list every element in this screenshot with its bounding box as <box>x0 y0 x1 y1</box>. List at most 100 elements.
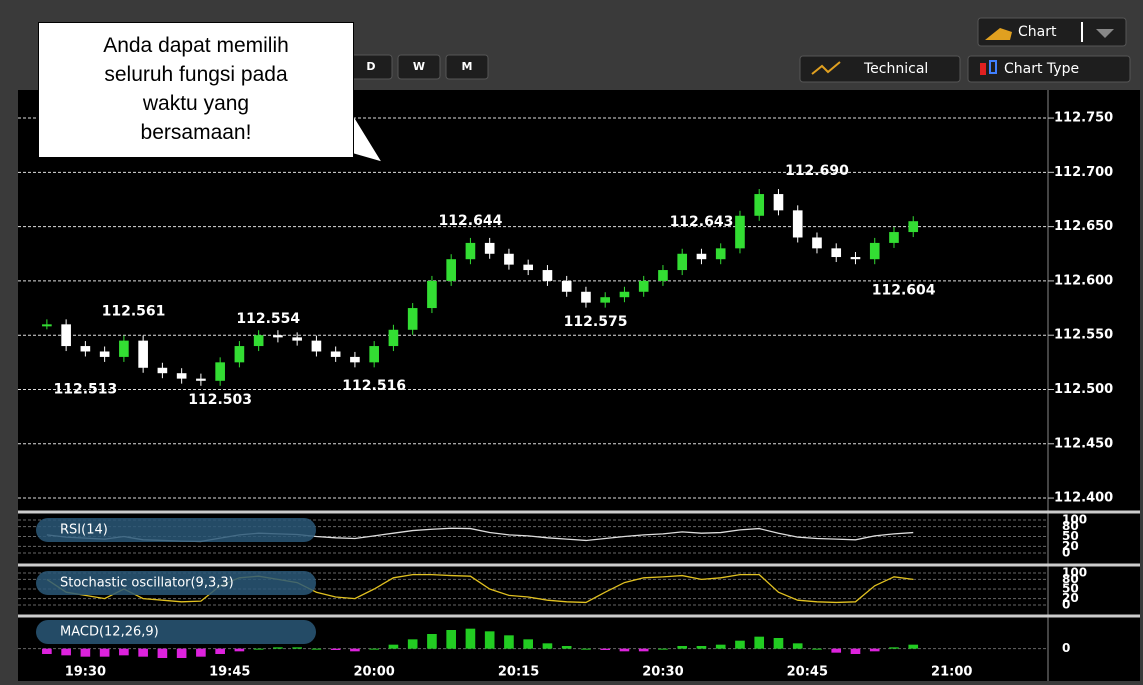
macd-bar <box>561 646 572 649</box>
y-tick-label: 20 <box>1062 591 1079 605</box>
indicator-badge <box>36 571 316 595</box>
candle <box>677 253 688 271</box>
candle <box>581 291 591 303</box>
price-annotation: 112.643 <box>670 214 734 230</box>
technical-label: Technical <box>863 61 928 77</box>
candle <box>119 340 129 357</box>
candle <box>369 346 379 363</box>
candle <box>311 340 322 352</box>
callout-line: waktu yang <box>142 92 250 115</box>
macd-bar <box>581 648 591 650</box>
macd-bar <box>792 643 803 649</box>
candle <box>658 270 668 281</box>
y-tick-label: 112.750 <box>1054 111 1113 126</box>
macd-bar <box>658 648 668 650</box>
macd-bar <box>253 648 264 650</box>
macd-bar <box>196 648 206 657</box>
candle <box>61 324 71 347</box>
period-buttons: D W M <box>349 54 489 80</box>
macd-bar <box>427 634 437 649</box>
callout-line: seluruh fungsi pada <box>104 63 288 86</box>
candle <box>446 259 456 281</box>
macd-bar <box>42 648 52 654</box>
candle <box>735 215 745 249</box>
candle <box>792 210 803 238</box>
candle <box>523 264 533 271</box>
candle <box>869 242 880 260</box>
y-tick-label: 80 <box>1062 572 1079 586</box>
candle <box>754 194 765 216</box>
candle <box>42 324 52 327</box>
candle <box>831 248 842 258</box>
macd-bar <box>677 646 688 649</box>
macd-bar <box>176 648 187 658</box>
candle <box>889 232 899 243</box>
candle <box>504 253 514 265</box>
y-tick-label: 112.400 <box>1054 491 1113 506</box>
candle <box>561 280 572 292</box>
macd-bar <box>831 648 842 653</box>
macd-bar <box>369 648 379 650</box>
callout-line: Anda dapat memilih <box>103 34 289 57</box>
candle <box>427 280 437 309</box>
macd-bar <box>812 648 822 650</box>
macd-bar <box>735 640 745 649</box>
x-tick-label: 19:45 <box>209 665 250 680</box>
macd-bar <box>754 636 765 649</box>
macd-bar <box>908 644 919 649</box>
macd-bar <box>80 648 91 657</box>
indicator-badge <box>36 518 316 542</box>
price-annotation: 112.503 <box>188 392 252 408</box>
candle <box>176 373 187 379</box>
candle <box>484 242 495 254</box>
macd-bar <box>619 648 630 652</box>
candle <box>80 346 91 352</box>
y-tick-label: 100 <box>1062 566 1087 580</box>
macd-bar <box>715 644 726 649</box>
indicator-label: RSI(14) <box>60 523 108 538</box>
period-label: M <box>462 60 473 73</box>
price-annotation: 112.644 <box>439 213 503 229</box>
period-button[interactable] <box>445 54 489 80</box>
macd-bar <box>696 646 707 649</box>
chart-type-button[interactable] <box>967 55 1131 83</box>
candle <box>350 356 360 363</box>
macd-bar <box>234 648 245 652</box>
x-tick-label: 21:00 <box>931 665 972 680</box>
candle <box>215 362 225 381</box>
macd-bar <box>446 630 456 649</box>
macd-bar <box>330 648 341 650</box>
macd-bar <box>523 639 533 649</box>
macd-bar <box>350 648 360 652</box>
macd-bar <box>407 639 418 649</box>
macd-bar <box>119 648 129 656</box>
indicator-badge <box>36 620 316 644</box>
candle <box>330 351 341 357</box>
price-annotation: 112.554 <box>236 311 300 327</box>
macd-bar <box>388 644 399 649</box>
candle <box>850 257 861 260</box>
candle <box>292 337 302 341</box>
indicator-line <box>46 573 914 604</box>
x-tick-label: 19:30 <box>65 665 106 680</box>
macd-bar <box>889 647 899 649</box>
period-button[interactable] <box>397 54 441 80</box>
macd-bar <box>465 628 476 649</box>
price-annotation: 112.516 <box>342 378 406 394</box>
price-annotation: 112.575 <box>564 314 628 330</box>
candle <box>542 270 553 281</box>
y-tick-label: 112.550 <box>1054 328 1113 343</box>
chart-dropdown[interactable] <box>977 17 1127 47</box>
candle <box>619 291 630 298</box>
indicator-label: MACD(12,26,9) <box>60 625 159 640</box>
x-tick-label: 20:00 <box>353 665 394 680</box>
macd-bar <box>484 631 495 649</box>
candle <box>696 253 707 260</box>
x-tick-label: 20:45 <box>787 665 828 680</box>
macd-bar <box>869 648 880 652</box>
dropdown-arrow <box>1096 29 1114 38</box>
macd-bar <box>99 648 110 657</box>
y-tick-label: 20 <box>1062 539 1079 553</box>
